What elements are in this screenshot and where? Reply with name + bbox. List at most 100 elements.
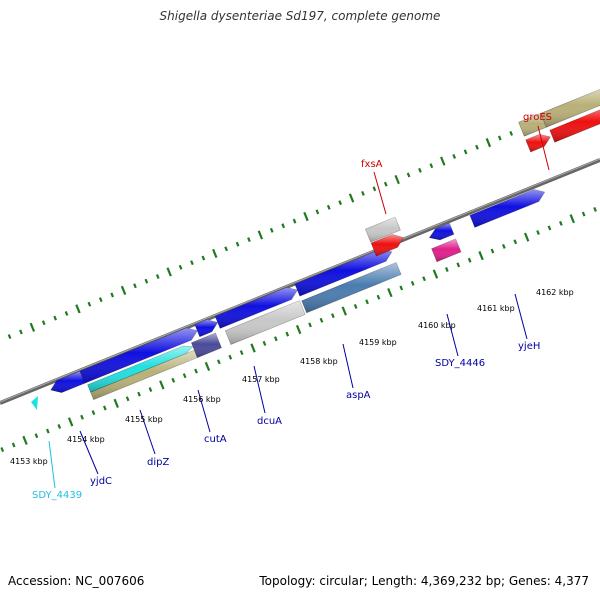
tick-mark bbox=[497, 135, 502, 141]
tick-mark bbox=[98, 297, 103, 303]
tick-mark bbox=[478, 251, 484, 261]
feature-arrow-SDY_4446-shading bbox=[429, 223, 454, 240]
leader-SDY_4439 bbox=[48, 440, 56, 489]
tick-mark bbox=[53, 315, 58, 321]
backbone-line bbox=[0, 158, 600, 405]
feature-red-groEL-shading bbox=[549, 109, 600, 143]
tick-mark bbox=[239, 350, 244, 356]
tick-mark bbox=[113, 398, 119, 408]
gene-label-dcuA: dcuA bbox=[257, 416, 282, 427]
page-title: Shigella dysenteriae Sd197, complete gen… bbox=[159, 9, 441, 23]
tick-mark bbox=[285, 331, 290, 337]
tick-mark bbox=[338, 200, 343, 206]
tick-mark bbox=[593, 207, 597, 212]
kbp-label-4157: 4157 kbp bbox=[242, 375, 280, 384]
feature-arrow-cutA-shading bbox=[194, 319, 218, 337]
tick-mark bbox=[475, 144, 479, 150]
tick-mark bbox=[581, 211, 586, 217]
tick-mark bbox=[394, 174, 400, 185]
kbp-label-4156: 4156 kbp bbox=[183, 395, 221, 404]
tick-mark bbox=[308, 322, 312, 328]
feature-cyan-track-shading bbox=[87, 346, 193, 393]
tick-mark bbox=[383, 181, 388, 187]
tick-mark bbox=[361, 190, 365, 196]
label-leader-lines bbox=[48, 125, 550, 489]
feature-gray-track-shading bbox=[225, 300, 306, 345]
tick-mark bbox=[536, 230, 540, 236]
feature-navy-block-shading bbox=[191, 333, 222, 358]
kbp-labels: 4153 kbp 4154 kbp 4155 kbp 4156 kbp 4157 kbp… bbox=[10, 288, 574, 466]
tick-mark bbox=[34, 433, 39, 439]
inner-tick-ring bbox=[0, 207, 597, 453]
tick-mark bbox=[295, 324, 302, 335]
leader-dipZ bbox=[139, 409, 156, 455]
tick-mark bbox=[406, 172, 411, 178]
tick-mark bbox=[429, 163, 434, 169]
tick-mark bbox=[257, 230, 264, 240]
feature-arrow-aspA-shading bbox=[294, 249, 392, 297]
gene-label-SDY_4439: SDY_4439 bbox=[32, 490, 82, 501]
tick-mark bbox=[422, 276, 426, 282]
tick-mark bbox=[120, 285, 127, 295]
tick-mark bbox=[341, 306, 347, 316]
tick-mark bbox=[303, 211, 309, 222]
tick-mark bbox=[212, 248, 218, 259]
feature-steel-track-shading bbox=[301, 262, 402, 313]
kbp-label-4155: 4155 kbp bbox=[125, 415, 163, 424]
tick-mark bbox=[247, 237, 251, 243]
tick-mark bbox=[11, 442, 16, 448]
feature-arrow-dipZ-shading bbox=[79, 328, 198, 384]
kbp-label-4154: 4154 kbp bbox=[67, 435, 105, 444]
leader-cutA bbox=[197, 389, 211, 433]
tick-mark bbox=[292, 218, 297, 224]
tick-mark bbox=[523, 232, 530, 242]
tick-mark bbox=[331, 313, 335, 319]
tick-mark bbox=[182, 373, 187, 379]
tick-mark bbox=[137, 391, 141, 397]
tick-mark bbox=[228, 354, 233, 360]
feature-pink-SDY_4446-shading bbox=[431, 238, 461, 262]
tick-mark bbox=[319, 317, 324, 323]
tick-mark bbox=[201, 255, 206, 261]
tick-mark bbox=[326, 204, 331, 210]
tick-mark bbox=[0, 447, 5, 453]
tick-mark bbox=[204, 361, 211, 372]
tick-mark bbox=[166, 267, 172, 277]
tick-mark bbox=[410, 280, 415, 286]
leader-groES bbox=[537, 125, 550, 171]
tick-mark bbox=[110, 292, 115, 298]
tick-mark bbox=[155, 274, 160, 279]
kbp-label-4162: 4162 kbp bbox=[536, 288, 574, 297]
tick-mark bbox=[171, 377, 176, 383]
tick-mark bbox=[144, 278, 149, 284]
tick-mark bbox=[513, 239, 518, 245]
kbp-label-4158: 4158 kbp bbox=[300, 357, 338, 366]
feature-track bbox=[31, 88, 600, 410]
leader-dcuA bbox=[253, 365, 266, 414]
accession-text: Accession: NC_007606 bbox=[8, 574, 145, 588]
tick-mark bbox=[194, 368, 198, 374]
tick-mark bbox=[22, 435, 28, 445]
tick-mark bbox=[178, 264, 183, 270]
tick-mark bbox=[269, 227, 274, 233]
feature-marker-SDY_4439 bbox=[31, 396, 38, 410]
tick-mark bbox=[45, 428, 50, 434]
feature-arrow-dcuA-shading bbox=[215, 287, 298, 329]
tick-mark bbox=[547, 225, 552, 231]
tick-mark bbox=[41, 320, 46, 326]
tick-mark bbox=[235, 241, 240, 247]
feature-khaki-track-shading bbox=[90, 350, 198, 400]
tick-mark bbox=[190, 260, 194, 266]
tick-mark bbox=[7, 334, 12, 340]
kbp-label-4161: 4161 kbp bbox=[477, 304, 515, 313]
tick-mark bbox=[399, 285, 404, 291]
tick-mark bbox=[387, 287, 393, 298]
tick-mark bbox=[490, 248, 495, 254]
tick-mark bbox=[29, 322, 36, 332]
leader-yjeH bbox=[514, 293, 528, 340]
tick-mark bbox=[281, 223, 286, 229]
tick-mark bbox=[75, 304, 81, 314]
tick-mark bbox=[463, 149, 468, 155]
